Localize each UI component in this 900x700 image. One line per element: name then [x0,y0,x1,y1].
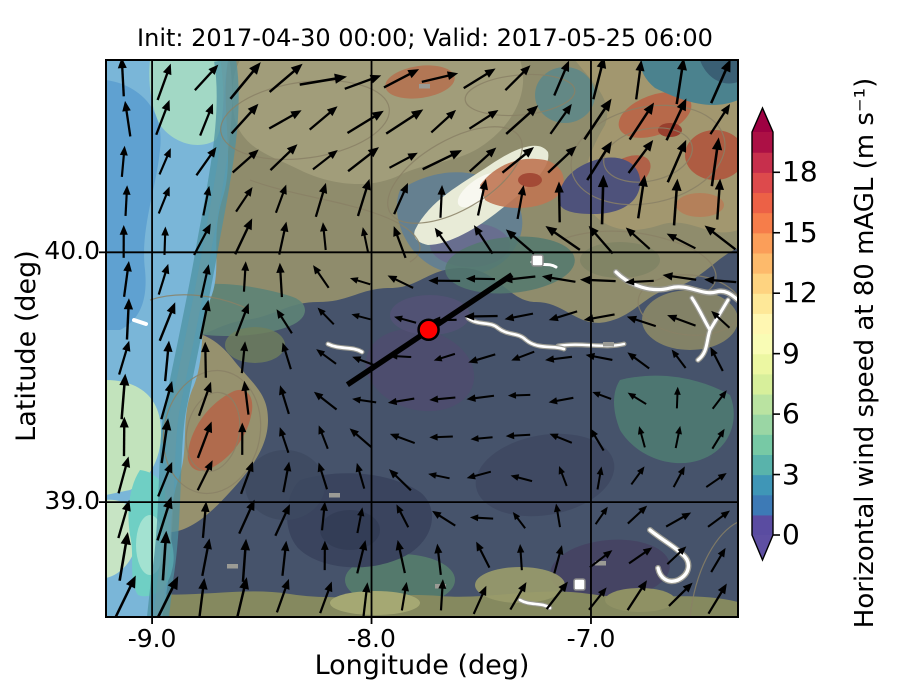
colorbar-tick-label: 9 [782,336,800,370]
y-tick-label: 39.0 [44,486,100,516]
x-axis-label: Longitude (deg) [314,650,530,681]
x-tick-label: -9.0 [127,624,177,653]
plot-title: Init: 2017-04-30 00:00; Valid: 2017-05-2… [137,24,713,52]
wind-arrows [114,60,737,617]
town-markers [531,254,586,591]
x-tick-label: -7.0 [566,624,616,653]
x-tick-label: -8.0 [347,624,396,653]
colorbar-tick-label: 0 [782,518,800,551]
map-heatmap [106,60,738,617]
colorbar-tick-label: 12 [782,276,818,310]
axes-frame [105,59,739,618]
colorbar-tick-label: 18 [782,155,818,189]
colorbar-tick-label: 3 [782,457,800,491]
site-marker [417,318,440,342]
colorbar-tick-label: 6 [782,397,800,431]
y-tick-label: 40.0 [44,236,100,266]
colorbar-tick-label: 15 [782,215,818,249]
axis-tick-marks [99,251,592,624]
colorbar-label: Horizontal wind speed at 80 mAGL (m s⁻¹) [850,77,880,629]
lat-lon-gridlines [106,60,738,617]
colorbar [751,106,780,562]
